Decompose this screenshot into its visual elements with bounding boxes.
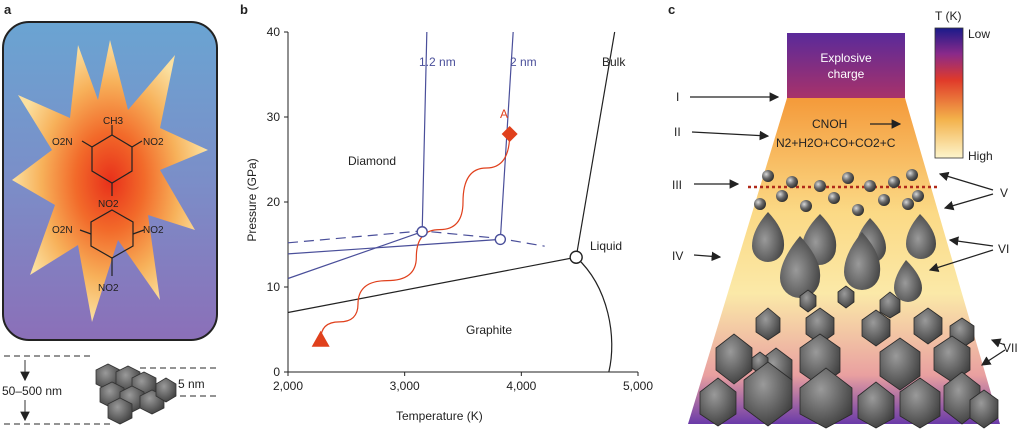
start-triangle-marker xyxy=(311,330,330,347)
reaction-reactant: CNOH xyxy=(812,117,847,131)
y-tick-label: 40 xyxy=(267,25,281,39)
nano-liquid-boundary-dashed xyxy=(287,230,545,247)
curve-2nm-label: 2 nm xyxy=(510,55,537,69)
triple-point-1-2nm-marker xyxy=(416,226,428,238)
stage-vi-label: VI xyxy=(998,242,1009,256)
charge-label-2: charge xyxy=(828,67,865,81)
panel-b-letter: b xyxy=(240,2,248,17)
no2-right-top-label: NO2 xyxy=(143,137,164,148)
stage-vii-label: VII xyxy=(1003,341,1018,355)
y-axis-title: Pressure (GPa) xyxy=(245,158,259,241)
region-graphite-label: Graphite xyxy=(466,323,512,337)
y-tick-label: 10 xyxy=(267,280,281,294)
chart-points xyxy=(311,126,583,347)
size-range-label: 50–500 nm xyxy=(2,384,62,398)
temperature-colorbar xyxy=(934,27,964,159)
no2-right-bottom-label: NO2 xyxy=(143,225,164,236)
tnt-rdx-molecule xyxy=(79,125,145,276)
charge-label-1: Explosive xyxy=(820,51,872,65)
panel-c: Explosive charge CNOH N2+H2O+CO+CO2+C T … xyxy=(672,9,1018,429)
colorbar-title: T (K) xyxy=(935,9,961,23)
liquid-boundary-line xyxy=(575,256,613,373)
stage-ii-label: II xyxy=(674,125,681,139)
phase-diagram: 2,000 3,000 4,000 5,000 0 10 20 30 40 Diamond Gr… xyxy=(245,25,653,423)
colorbar-low: Low xyxy=(968,27,990,41)
point-a-label: A xyxy=(500,107,508,121)
no2-left-bottom-label: O2N xyxy=(52,225,73,236)
liquid-carbon-droplets xyxy=(752,212,936,302)
no2-bottom-label: NO2 xyxy=(98,283,119,294)
panel-a-letter: a xyxy=(4,2,12,17)
panel-a: CH3 NO2 O2N NO2 O2N NO2 NO2 50–500 nm 5 … xyxy=(2,21,218,425)
colorbar-high: High xyxy=(968,149,993,163)
nanodiamond-particles xyxy=(699,285,999,429)
panel-c-letter: c xyxy=(668,2,676,17)
curve-1-2nm-label: 1.2 nm xyxy=(419,55,456,69)
x-tick-label: 3,000 xyxy=(390,379,420,393)
chart-axes: 2,000 3,000 4,000 5,000 0 10 20 30 40 xyxy=(267,25,654,393)
region-liquid-label: Liquid xyxy=(590,239,622,253)
series-bulk-line xyxy=(287,31,616,314)
series-path-line xyxy=(320,133,511,340)
stage-iii-label: III xyxy=(672,178,682,192)
triple-point-2nm-marker xyxy=(494,233,507,246)
no2-left-top-label: O2N xyxy=(52,137,73,148)
stage-arrows xyxy=(690,92,1006,366)
stage-iv-label: IV xyxy=(672,249,683,263)
y-tick-label: 20 xyxy=(267,195,281,209)
ch3-label: CH3 xyxy=(103,116,123,127)
nanodiamond-cluster xyxy=(95,363,177,425)
x-axis-title: Temperature (K) xyxy=(396,409,483,423)
y-tick-label: 30 xyxy=(267,110,281,124)
series-2nm-line xyxy=(287,31,514,255)
explosion-star xyxy=(12,40,208,322)
region-diamond-label: Diamond xyxy=(348,154,396,168)
no2-center-label: NO2 xyxy=(98,199,119,210)
carbon-clusters xyxy=(754,169,924,216)
chart-series xyxy=(287,31,616,373)
y-tick-label: 0 xyxy=(273,365,280,379)
x-tick-label: 5,000 xyxy=(623,379,653,393)
x-tick-label: 2,000 xyxy=(273,379,303,393)
curve-bulk-label: Bulk xyxy=(602,55,626,69)
stage-v-label: V xyxy=(1000,186,1008,200)
reaction-products: N2+H2O+CO+CO2+C xyxy=(776,136,896,150)
triple-point-bulk-marker xyxy=(569,250,583,264)
stage-i-label: I xyxy=(676,90,679,104)
explosive-charge-block xyxy=(787,33,905,98)
particle-size-label: 5 nm xyxy=(178,377,205,391)
x-tick-label: 4,000 xyxy=(506,379,536,393)
point-a-diamond-marker xyxy=(501,126,518,142)
